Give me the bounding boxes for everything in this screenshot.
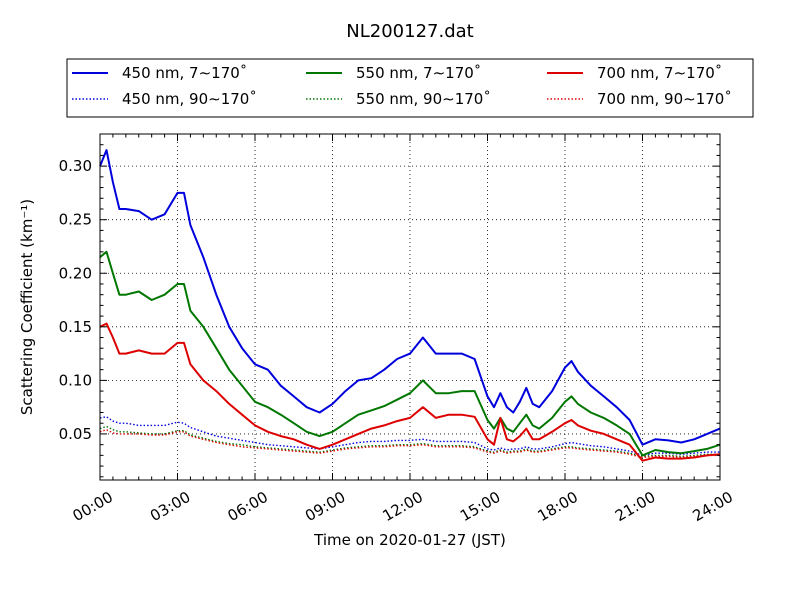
series-line-5 xyxy=(99,429,720,459)
y-axis-label: Scattering Coefficient (km⁻¹) xyxy=(18,199,36,415)
x-tick-label: 00:00 xyxy=(70,488,116,525)
series-line-1 xyxy=(99,416,720,457)
x-tick-label: 24:00 xyxy=(690,488,736,525)
series-line-2 xyxy=(99,250,721,457)
series-line-3 xyxy=(99,425,720,458)
chart-grid xyxy=(100,134,720,480)
x-tick-label: 03:00 xyxy=(147,488,193,525)
legend-label-4: 700 nm, 7∼170˚ xyxy=(597,64,722,82)
x-tick-label: 18:00 xyxy=(535,488,581,525)
legend-label-2: 550 nm, 7∼170˚ xyxy=(356,64,481,82)
chart-legend: 450 nm, 7∼170˚ 550 nm, 7∼170˚ 700 nm, 7∼17… xyxy=(66,58,754,118)
legend-box xyxy=(66,58,754,118)
y-tick-label: 0.15 xyxy=(59,318,92,336)
legend-label-5: 700 nm, 90∼170˚ xyxy=(597,90,732,108)
series-layer xyxy=(99,149,721,462)
legend-label-1: 450 nm, 90∼170˚ xyxy=(122,90,257,108)
series-line-4 xyxy=(99,322,721,462)
axis-ticks xyxy=(99,134,721,480)
y-tick-label: 0.05 xyxy=(59,425,92,443)
x-tick-label: 12:00 xyxy=(380,488,426,525)
x-axis-label: Time on 2020-01-27 (JST) xyxy=(313,531,506,549)
legend-label-0: 450 nm, 7∼170˚ xyxy=(122,64,247,82)
x-tick-label: 21:00 xyxy=(612,488,658,525)
y-tick-label: 0.20 xyxy=(59,264,92,282)
legend-label-3: 550 nm, 90∼170˚ xyxy=(356,90,491,108)
x-tick-label: 09:00 xyxy=(302,488,348,525)
chart-title: NL200127.dat xyxy=(346,21,473,42)
x-tick-label: 06:00 xyxy=(225,488,271,525)
y-tick-label: 0.25 xyxy=(59,211,92,229)
y-tick-labels: 0.05 0.10 0.15 0.20 0.25 0.30 xyxy=(59,157,92,443)
x-tick-label: 15:00 xyxy=(457,488,503,525)
y-tick-label: 0.30 xyxy=(59,157,92,175)
y-tick-label: 0.10 xyxy=(59,371,92,389)
x-tick-labels: 00:00 03:00 06:00 09:00 12:00 15:00 18:00 21:00… xyxy=(70,488,736,525)
series-line-0 xyxy=(99,149,721,446)
